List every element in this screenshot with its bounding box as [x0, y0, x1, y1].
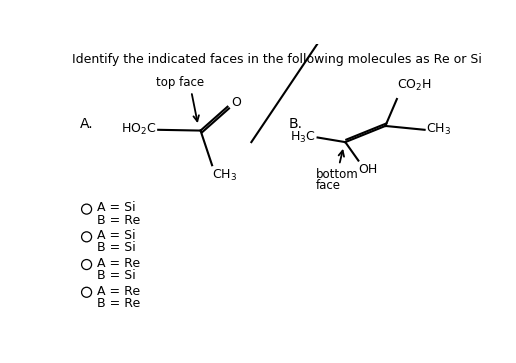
Text: top face: top face	[156, 76, 204, 89]
Text: A = Re: A = Re	[96, 285, 140, 298]
Text: A.: A.	[79, 117, 93, 131]
Text: B.: B.	[289, 117, 303, 131]
Text: B = Re: B = Re	[96, 297, 140, 310]
Text: CH$_3$: CH$_3$	[426, 122, 452, 137]
Text: B = Re: B = Re	[96, 214, 140, 227]
Text: face: face	[316, 179, 341, 192]
Text: O: O	[231, 95, 241, 109]
Text: bottom: bottom	[316, 168, 359, 181]
Text: A = Si: A = Si	[96, 201, 135, 215]
Text: B = Si: B = Si	[96, 269, 135, 282]
Text: CO$_2$H: CO$_2$H	[397, 78, 432, 93]
Text: HO$_2$C: HO$_2$C	[121, 122, 157, 137]
Text: B = Si: B = Si	[96, 241, 135, 254]
Text: A = Si: A = Si	[96, 229, 135, 242]
Text: OH: OH	[359, 163, 378, 176]
Text: A = Re: A = Re	[96, 257, 140, 270]
Text: Identify the indicated faces in the following molecules as Re or Si: Identify the indicated faces in the foll…	[72, 53, 482, 66]
Text: CH$_3$: CH$_3$	[212, 168, 237, 183]
Text: H$_3$C: H$_3$C	[291, 130, 316, 145]
